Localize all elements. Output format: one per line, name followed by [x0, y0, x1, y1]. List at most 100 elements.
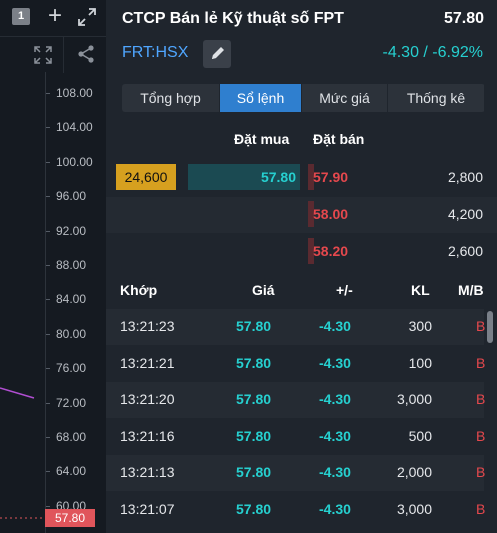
axis-tickmark	[46, 368, 50, 370]
tab-2[interactable]: Sổ lệnh	[220, 84, 302, 112]
axis-tick-label: 68.00	[56, 430, 87, 444]
match-change: -4.30	[319, 318, 351, 334]
side-col-header: M/B	[458, 282, 484, 298]
company-name: CTCP Bán lẻ Kỹ thuật số FPT	[122, 10, 344, 27]
axis-tickmark	[46, 437, 50, 438]
axis-tickmark	[46, 299, 50, 301]
volume-col-header: KL	[411, 282, 430, 298]
axis-tickmark	[46, 196, 50, 198]
match-side: B	[476, 354, 486, 371]
match-price: 57.80	[236, 391, 272, 407]
match-row[interactable]: 13:21:20 57.80 -4.30 3,000 B	[106, 382, 486, 418]
ask-volume: 2,800	[447, 169, 483, 185]
axis-tickmark	[46, 161, 50, 163]
match-row[interactable]: 13:21:13 57.80 -4.30 2,000 B	[106, 455, 485, 491]
match-side: B	[476, 500, 486, 517]
ticker-symbol[interactable]: FRT:HSX	[122, 44, 189, 61]
toolbar-divider	[63, 37, 64, 73]
match-change: -4.30	[319, 354, 351, 371]
tab-3[interactable]: Mức giá	[302, 84, 388, 112]
match-change: -4.30	[319, 500, 351, 517]
ask-price: 58.00	[313, 206, 349, 222]
axis-tickmark	[46, 265, 50, 266]
match-price: 57.80	[236, 464, 272, 480]
match-header: Khớp Giá +/- KL M/B	[106, 282, 497, 302]
match-side: B	[476, 318, 486, 334]
order-book-row[interactable]: 58.00 4,200	[106, 197, 497, 233]
tab-4[interactable]: Thống kê	[388, 84, 485, 112]
title-row: CTCP Bán lẻ Kỹ thuật số FPT 57.80	[122, 10, 484, 32]
axis-tick-label: 96.00	[56, 189, 87, 204]
price-change: -4.30 / -6.92%	[382, 44, 484, 61]
axis-tickmark	[46, 333, 50, 335]
axis-tickmark	[46, 93, 50, 94]
match-price: 57.80	[236, 427, 272, 444]
order-book-row[interactable]: 58.20 2,600	[106, 234, 497, 270]
axis-tickmark	[46, 471, 50, 473]
match-time: 13:21:23	[120, 318, 175, 334]
chart-toolbar: 1 +	[0, 0, 106, 34]
share-icon[interactable]	[76, 44, 96, 64]
ask-header: Đặt bán	[313, 131, 365, 147]
match-volume: 300	[408, 318, 432, 334]
match-row[interactable]: 13:21:21 57.80 -4.30 100 B	[106, 346, 486, 382]
axis-tick-label: 108.00	[56, 86, 93, 100]
match-volume: 3,000	[396, 500, 432, 517]
scrollbar[interactable]	[487, 311, 493, 343]
price-chart[interactable]: 1 + 108.00 104.00 100.00 96.00 92.00 88.00 84.…	[0, 0, 106, 533]
price-line-layer	[0, 387, 45, 519]
ask-volume: 2,600	[447, 243, 483, 259]
price-axis: 108.00 104.00 100.00 96.00 92.00 88.00 84.00 80…	[45, 72, 106, 533]
match-change: -4.30	[319, 464, 351, 480]
match-time: 13:21:20	[120, 391, 175, 407]
match-volume: 500	[408, 427, 432, 444]
axis-tickmark	[46, 230, 50, 232]
match-row[interactable]: 13:21:23 57.80 -4.30 300 B	[106, 309, 486, 345]
bid-price: 57.80	[260, 169, 296, 185]
axis-tick-label: 76.00	[56, 361, 87, 376]
match-time: 13:21:21	[120, 354, 175, 371]
match-volume: 100	[408, 354, 432, 371]
pencil-icon	[212, 47, 224, 59]
bid-header: Đặt mua	[234, 131, 290, 147]
axis-tick-label: 72.00	[56, 395, 87, 410]
order-book-header: Đặt mua Đặt bán	[106, 131, 497, 151]
match-price: 57.80	[236, 500, 272, 517]
last-price-tag: 57.80	[45, 509, 95, 527]
axis-tick-label: 64.00	[56, 464, 87, 479]
match-row[interactable]: 13:21:16 57.80 -4.30 500 B	[106, 419, 486, 455]
axis-tickmark	[46, 127, 50, 129]
tab-1[interactable]: Tổng hợp	[122, 84, 220, 112]
match-change: -4.30	[319, 391, 351, 407]
change-col-header: +/-	[336, 282, 353, 298]
match-time: 13:21:07	[120, 500, 175, 517]
axis-tick-label: 88.00	[56, 258, 87, 272]
order-book-row[interactable]: 24,600 57.80 57.90 2,800	[106, 160, 497, 196]
current-price: 57.80	[443, 10, 484, 27]
match-side: B	[476, 391, 486, 407]
ask-volume: 4,200	[447, 206, 483, 222]
match-row[interactable]: 13:21:07 57.80 -4.30 3,000 B	[106, 492, 486, 528]
axis-tickmark	[46, 505, 50, 507]
axis-tickmark	[46, 402, 50, 404]
edit-button[interactable]	[203, 40, 231, 68]
match-volume: 3,000	[396, 391, 432, 407]
axis-tick-label: 92.00	[56, 223, 87, 238]
axis-tick-label: 104.00	[56, 120, 93, 135]
match-volume: 2,000	[396, 464, 432, 480]
bid-volume: 24,600	[116, 164, 176, 190]
stock-detail-panel: CTCP Bán lẻ Kỹ thuật số FPT 57.80 FRT:HS…	[106, 0, 497, 533]
match-side: B	[476, 427, 486, 444]
bid-bar	[188, 164, 300, 190]
fullscreen-icon[interactable]	[33, 45, 53, 65]
chart-layout-badge[interactable]: 1	[12, 8, 30, 25]
ask-price: 57.90	[313, 169, 349, 185]
ask-bar	[308, 164, 314, 190]
chart-toolbar-secondary	[0, 36, 106, 73]
price-col-header: Giá	[252, 282, 275, 298]
detail-tabs: Tổng hợp Sổ lệnh Mức giá Thống kê	[122, 84, 485, 112]
axis-tick-label: 84.00	[56, 292, 87, 307]
price-line	[0, 387, 35, 399]
add-chart-icon[interactable]: +	[47, 2, 62, 29]
expand-icon[interactable]	[76, 6, 98, 28]
